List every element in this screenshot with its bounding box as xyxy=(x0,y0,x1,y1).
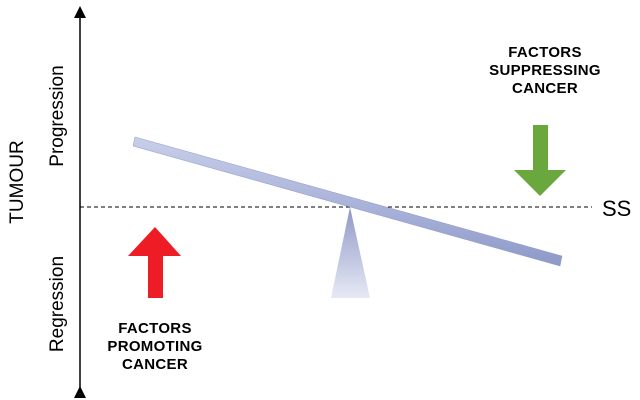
seesaw-beam xyxy=(132,136,563,267)
suppressing-line-2: SUPPRESSING xyxy=(489,62,601,79)
axis-title: TUMOUR xyxy=(7,140,28,224)
steady-state-label: SS xyxy=(602,196,632,221)
suppressing-factors-label: FACTORS SUPPRESSING CANCER xyxy=(470,44,620,98)
promoting-factors-label: FACTORS PROMOTING CANCER xyxy=(90,320,220,374)
suppressing-arrow-icon xyxy=(514,125,566,196)
promoting-line-2: PROMOTING xyxy=(107,338,203,355)
fulcrum-triangle xyxy=(331,207,370,298)
axis-label-regression: Regression xyxy=(47,255,68,353)
suppressing-line-3: CANCER xyxy=(512,80,578,97)
promoting-line-3: CANCER xyxy=(122,356,188,373)
promoting-line-1: FACTORS xyxy=(118,320,192,337)
promoting-arrow-icon xyxy=(128,227,181,298)
suppressing-line-1: FACTORS xyxy=(508,44,582,61)
axis-label-progression: Progression xyxy=(47,65,68,167)
